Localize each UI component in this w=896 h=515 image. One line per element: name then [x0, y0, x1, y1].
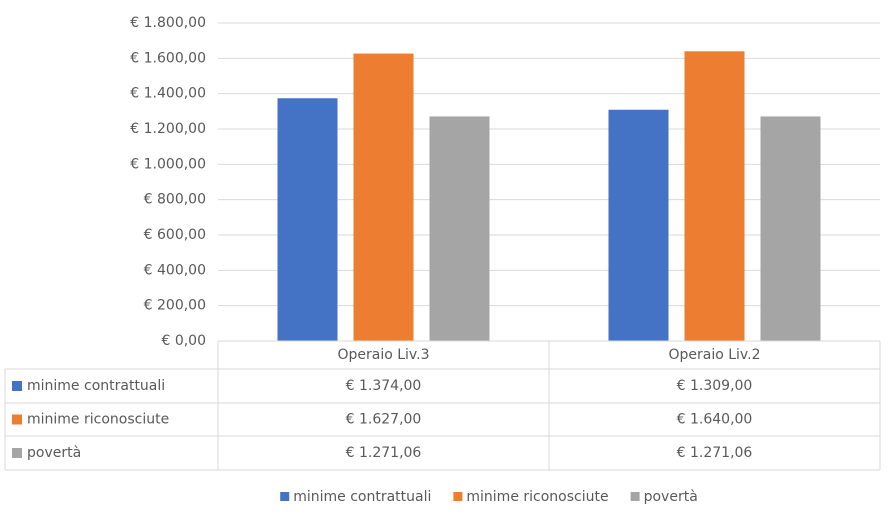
- table-cell: € 1.374,00: [346, 378, 422, 394]
- row-label: povertà: [27, 445, 81, 461]
- table-cell: € 1.309,00: [677, 378, 753, 394]
- y-tick-label: € 800,00: [144, 192, 206, 208]
- table-cell: € 1.271,06: [677, 445, 753, 461]
- row-label: minime contrattuali: [27, 378, 165, 394]
- bar: [684, 51, 745, 342]
- bar: [353, 53, 414, 342]
- table-cell: € 1.271,06: [346, 445, 422, 461]
- x-tick-label: Operaio Liv.3: [337, 347, 429, 363]
- y-tick-label: € 1.600,00: [130, 50, 206, 66]
- legend-label: povertà: [644, 489, 698, 505]
- legend-label: minime riconosciute: [466, 489, 608, 505]
- y-tick-label: € 1.200,00: [130, 121, 206, 137]
- y-tick-label: € 400,00: [144, 262, 206, 278]
- legend-key: [280, 492, 290, 501]
- table-cell: € 1.627,00: [346, 412, 422, 428]
- table-cell: € 1.640,00: [677, 412, 753, 428]
- y-tick-label: € 1.400,00: [130, 86, 206, 102]
- y-tick-label: € 1.800,00: [130, 15, 206, 31]
- x-tick-label: Operaio Liv.2: [668, 347, 760, 363]
- bar: [760, 116, 821, 341]
- legend-key: [12, 448, 22, 458]
- legend-label: minime contrattuali: [293, 489, 431, 505]
- legend-key: [630, 492, 640, 501]
- y-tick-label: € 0,00: [161, 333, 206, 349]
- y-tick-label: € 200,00: [144, 298, 206, 314]
- bar: [608, 109, 669, 341]
- bar: [429, 116, 490, 341]
- y-tick-label: € 1.000,00: [130, 156, 206, 172]
- bar: [277, 98, 338, 341]
- legend-key: [12, 381, 22, 391]
- y-tick-label: € 600,00: [144, 227, 206, 243]
- legend-key: [453, 492, 463, 501]
- legend-key: [12, 414, 22, 425]
- row-label: minime riconosciute: [27, 412, 169, 428]
